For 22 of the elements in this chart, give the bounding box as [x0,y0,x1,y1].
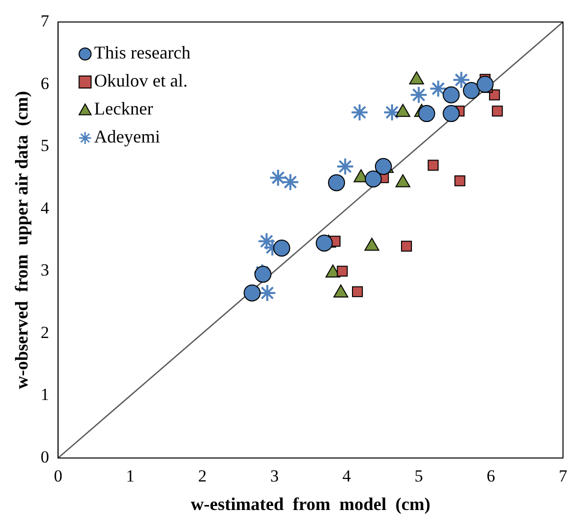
x-tick-label: 7 [558,466,568,486]
y-tick-label: 1 [40,385,50,404]
y-tick-label: 0 [40,447,50,466]
x-tick-label: 6 [486,466,496,486]
x-tick-label: 0 [54,466,62,486]
x-tick-label: 3 [270,466,279,486]
x-tick-label: 2 [198,466,207,486]
x-tick-label: 5 [414,466,423,486]
x-axis-title: w-estimated from model (cm) [190,494,430,514]
legend-label: Leckner [94,98,154,119]
y-axis-title: w-observed from upper air data (cm) [11,91,32,389]
x-tick-label: 4 [342,466,352,486]
legend-label: Adeyemi [94,126,160,147]
y-tick-label: 6 [40,74,50,93]
y-tick-label: 5 [40,136,50,156]
x-tick-label: 1 [126,466,134,486]
y-tick-label: 7 [40,11,50,30]
legend-label: Okulov et al. [94,70,188,91]
y-tick-label: 2 [40,322,50,342]
y-tick-label: 3 [40,260,50,280]
y-tick-label: 4 [40,198,50,218]
legend-label: This research [94,42,191,63]
